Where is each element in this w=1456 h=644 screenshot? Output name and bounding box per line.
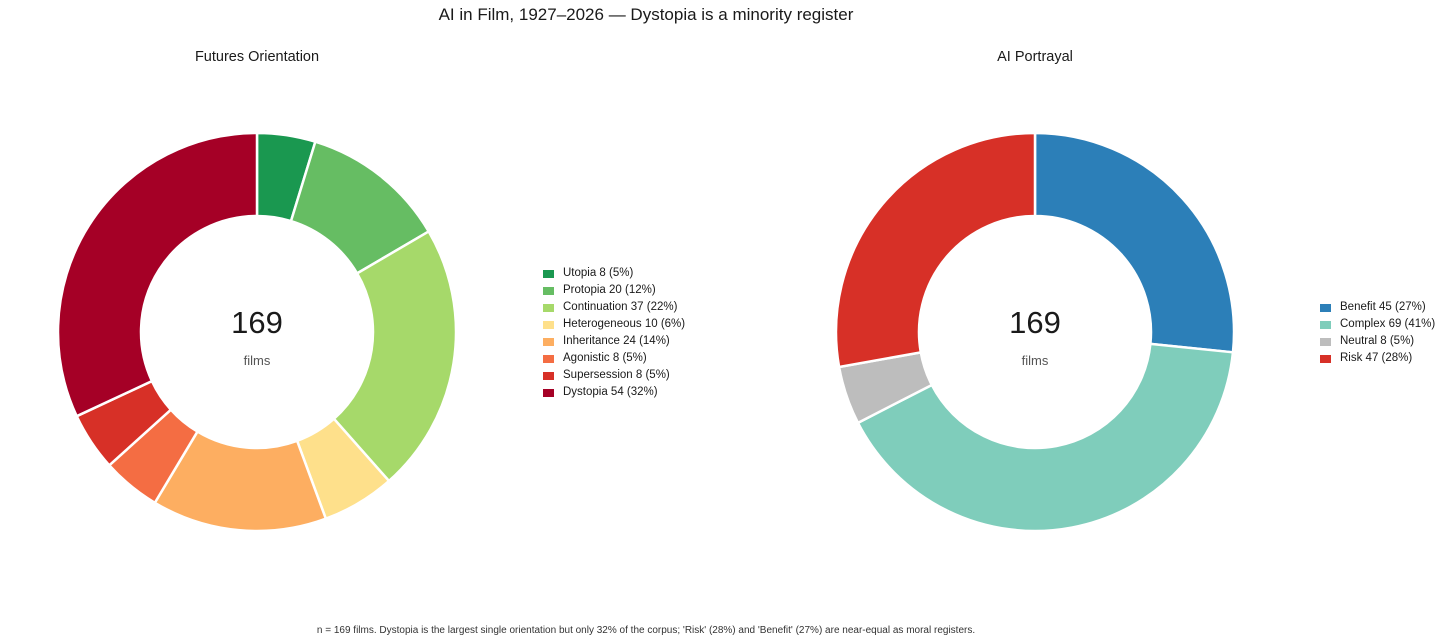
- ai-portrayal-legend: Benefit 45 (27%) Complex 69 (41%) Neutral …: [1320, 299, 1435, 367]
- chart-suptitle: AI in Film, 1927–2026 — Dystopia is a mi…: [438, 5, 854, 24]
- legend-item-utopia: Utopia 8 (5%): [543, 265, 685, 282]
- portrayal-center-label: films: [1022, 353, 1049, 368]
- futures-center-count: 169: [231, 305, 283, 340]
- futures-orientation-donut: [56, 131, 458, 533]
- legend-label-agonistic: Agonistic 8 (5%): [563, 352, 647, 364]
- legend-swatch-risk: [1320, 354, 1331, 363]
- panel-title-futures-orientation: Futures Orientation: [194, 49, 320, 65]
- legend-item-heterogeneous: Heterogeneous 10 (6%): [543, 316, 685, 333]
- legend-swatch-neutral: [1320, 337, 1331, 346]
- legend-swatch-supersession: [543, 371, 554, 380]
- legend-swatch-dystopia: [543, 388, 554, 397]
- legend-item-risk: Risk 47 (28%): [1320, 350, 1435, 367]
- legend-label-supersession: Supersession 8 (5%): [563, 369, 670, 381]
- legend-label-complex: Complex 69 (41%): [1340, 318, 1436, 330]
- panel-title-ai-portrayal: AI Portrayal: [997, 49, 1073, 65]
- legend-label-risk: Risk 47 (28%): [1340, 352, 1413, 364]
- legend-item-dystopia: Dystopia 54 (32%): [543, 384, 685, 401]
- legend-label-heterogeneous: Heterogeneous 10 (6%): [563, 318, 686, 330]
- legend-item-supersession: Supersession 8 (5%): [543, 367, 685, 384]
- chart-caption: n = 169 films. Dystopia is the largest s…: [316, 625, 976, 636]
- legend-label-dystopia: Dystopia 54 (32%): [563, 386, 658, 398]
- legend-swatch-benefit: [1320, 303, 1331, 312]
- slice-risk: [834, 131, 1037, 369]
- legend-label-utopia: Utopia 8 (5%): [563, 267, 634, 279]
- legend-item-benefit: Benefit 45 (27%): [1320, 299, 1435, 316]
- legend-swatch-protopia: [543, 286, 554, 295]
- legend-swatch-inheritance: [543, 337, 554, 346]
- legend-label-protopia: Protopia 20 (12%): [563, 284, 656, 296]
- ai-portrayal-donut: [834, 131, 1236, 533]
- legend-label-inheritance: Inheritance 24 (14%): [563, 335, 670, 347]
- futures-orientation-legend: Utopia 8 (5%) Protopia 20 (12%) Continuati…: [543, 265, 685, 401]
- futures-center-label: films: [244, 353, 271, 368]
- legend-swatch-utopia: [543, 269, 554, 278]
- legend-item-inheritance: Inheritance 24 (14%): [543, 333, 685, 350]
- slice-dystopia: [56, 131, 259, 418]
- slice-benefit: [1033, 131, 1236, 354]
- legend-swatch-heterogeneous: [543, 320, 554, 329]
- slice-continuation: [332, 230, 458, 483]
- legend-item-continuation: Continuation 37 (22%): [543, 299, 685, 316]
- legend-item-neutral: Neutral 8 (5%): [1320, 333, 1435, 350]
- slice-complex: [856, 342, 1235, 533]
- portrayal-center-count: 169: [1009, 305, 1061, 340]
- legend-swatch-complex: [1320, 320, 1331, 329]
- legend-swatch-continuation: [543, 303, 554, 312]
- legend-item-complex: Complex 69 (41%): [1320, 316, 1435, 333]
- legend-label-neutral: Neutral 8 (5%): [1340, 335, 1415, 347]
- legend-item-protopia: Protopia 20 (12%): [543, 282, 685, 299]
- legend-swatch-agonistic: [543, 354, 554, 363]
- legend-label-continuation: Continuation 37 (22%): [563, 301, 678, 313]
- legend-label-benefit: Benefit 45 (27%): [1340, 301, 1426, 313]
- legend-item-agonistic: Agonistic 8 (5%): [543, 350, 685, 367]
